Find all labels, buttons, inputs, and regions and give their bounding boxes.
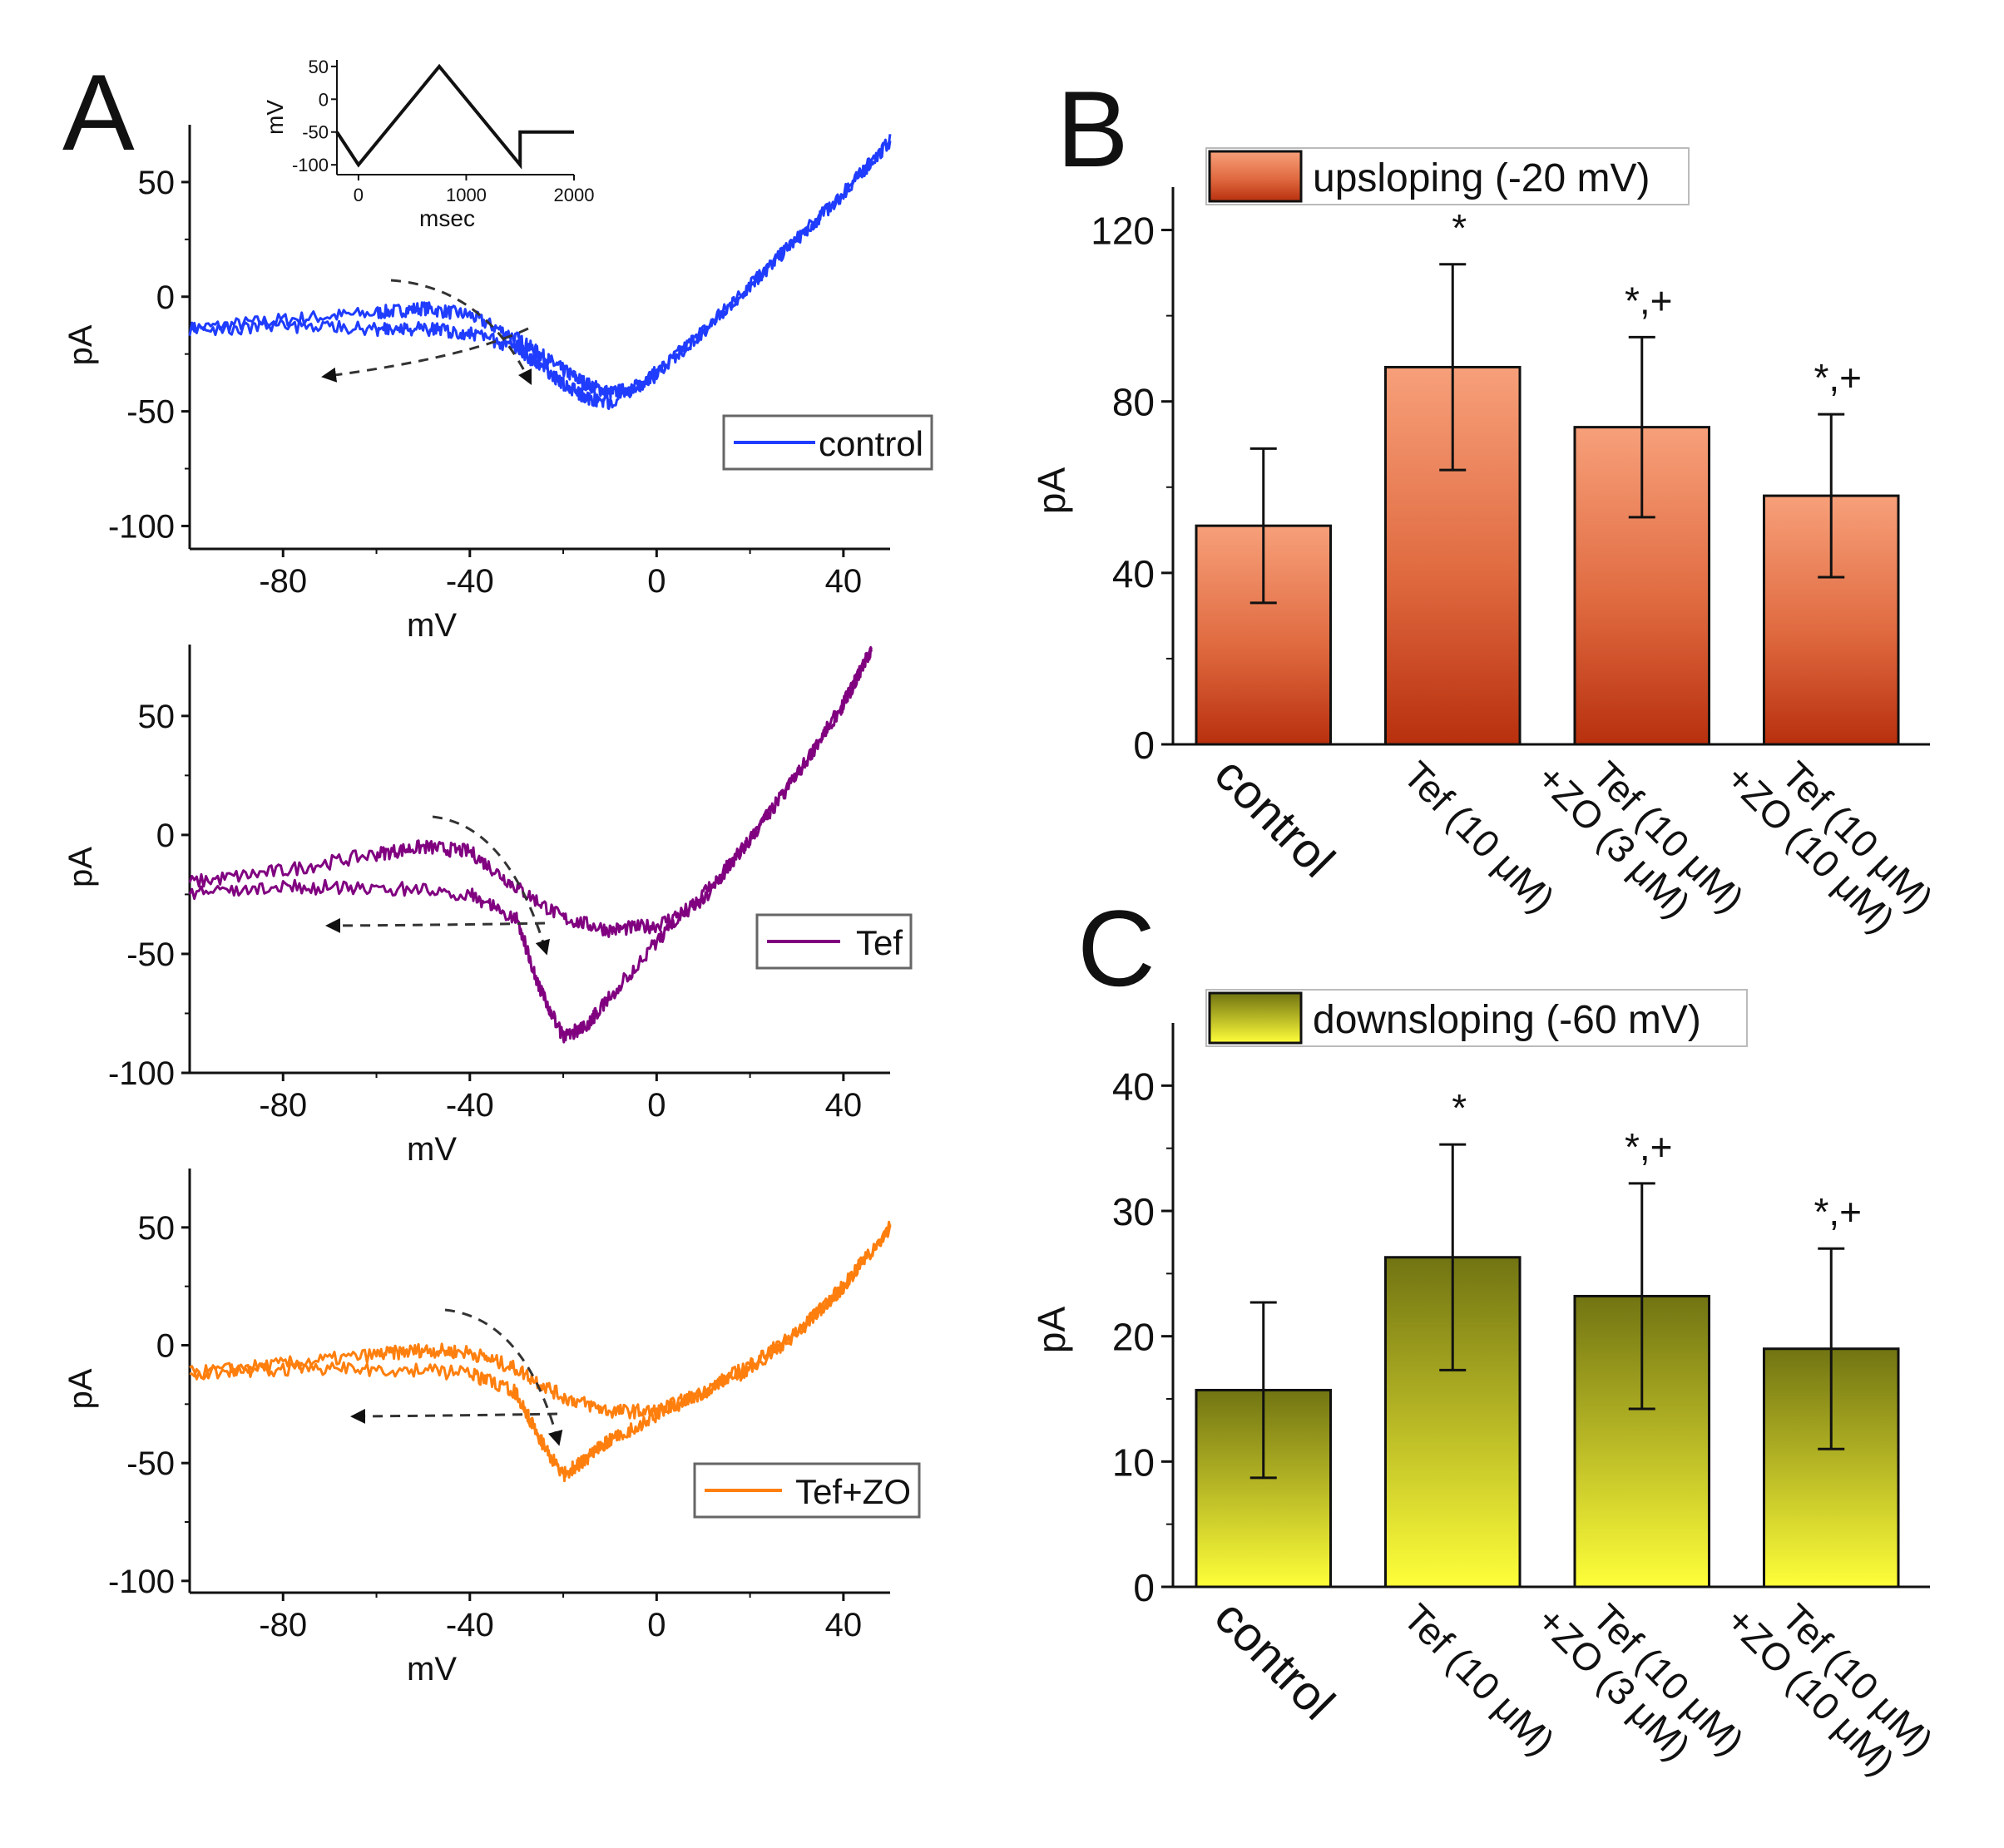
- inset-x-tick-label: 1000: [446, 185, 487, 205]
- y-tick-label: 120: [1091, 210, 1155, 253]
- legend-label: Tef: [856, 923, 903, 962]
- significance-marker: *: [1452, 206, 1467, 250]
- inset-y-axis-label: mV: [262, 100, 288, 135]
- iv-plot-control: 50 0 -50 -100 -80 -40 0 40 mV pA control: [62, 125, 933, 644]
- y-axis-label: pA: [62, 1368, 99, 1409]
- downsloping-trace: [188, 647, 873, 1044]
- x-tick-label: -80: [259, 563, 307, 600]
- y-tick-label: -50: [126, 936, 175, 973]
- panel-label-a: A: [62, 52, 135, 173]
- direction-arrows-a1: [321, 279, 532, 386]
- legend-swatch: [1208, 150, 1303, 203]
- inset-protocol-plot: 50 0 -50 -100 0 1000 2000 msec mV: [262, 57, 594, 231]
- y-tick-label: -100: [108, 1055, 175, 1092]
- upsloping-trace: [188, 138, 892, 400]
- x-tick-label: -80: [259, 1607, 307, 1643]
- category-label: control: [1205, 1589, 1345, 1730]
- significance-marker: *: [1452, 1086, 1467, 1129]
- y-tick-label: 0: [1133, 1566, 1155, 1609]
- y-tick-label: 30: [1112, 1190, 1155, 1233]
- significance-marker: *,+: [1813, 1190, 1862, 1233]
- upsloping-trace: [189, 1220, 892, 1420]
- y-tick-label: 0: [1133, 724, 1155, 767]
- y-tick-label: -100: [108, 1564, 175, 1600]
- x-axis-label: mV: [407, 607, 457, 644]
- category-label-line1: control: [1205, 1589, 1345, 1730]
- y-axis-label: pA: [1030, 467, 1073, 515]
- downsloping-trace: [189, 1224, 892, 1483]
- x-tick-label: -40: [446, 1607, 494, 1643]
- panel-label-b: B: [1056, 68, 1129, 190]
- x-tick-label: -80: [259, 1087, 307, 1124]
- legend-label: Tef+ZO: [795, 1472, 911, 1511]
- significance-marker: *,+: [1625, 279, 1673, 322]
- y-tick-label: 40: [1112, 1065, 1155, 1108]
- legend-label: downsloping (-60 mV): [1313, 998, 1701, 1042]
- y-tick-label: -50: [126, 1445, 175, 1482]
- x-tick-label: 0: [647, 1607, 666, 1643]
- inset-y-tick-label: -50: [302, 122, 329, 143]
- y-tick-label: 50: [138, 165, 176, 201]
- x-tick-label: -40: [446, 1087, 494, 1124]
- category-label: Tef (10 μM)+ZO (3 μM): [1529, 1569, 1753, 1792]
- significance-marker: *,+: [1625, 1125, 1673, 1169]
- category-label: Tef (10 μM)+ZO (3 μM): [1529, 726, 1753, 950]
- x-tick-label: 40: [825, 1607, 863, 1643]
- y-tick-label: 50: [138, 699, 176, 735]
- inset-y-tick-label: -100: [292, 155, 329, 175]
- legend-label: upsloping (-20 mV): [1313, 156, 1650, 200]
- category-label: Tef (10 μM)+ZO (10 μM): [1718, 726, 1942, 950]
- legend-swatch: [1208, 991, 1303, 1045]
- y-tick-label: -50: [126, 394, 175, 431]
- inset-y-tick-label: 0: [319, 89, 329, 110]
- inset-y-tick-label: 50: [309, 57, 329, 77]
- y-tick-label: 0: [156, 1328, 175, 1365]
- y-tick-label: 40: [1112, 552, 1155, 595]
- x-tick-label: 40: [825, 1087, 863, 1124]
- downsloping-trace: [189, 134, 892, 410]
- y-axis-label: pA: [62, 324, 99, 365]
- x-tick-label: 40: [825, 563, 863, 600]
- y-axis-label: pA: [1030, 1307, 1073, 1354]
- x-tick-label: 0: [647, 1087, 666, 1124]
- category-label: control: [1205, 747, 1345, 887]
- panel-label-c: C: [1077, 887, 1155, 1009]
- y-axis-label: pA: [62, 847, 99, 887]
- direction-arrows-a3: [350, 1308, 563, 1446]
- direction-arrows-a2: [325, 815, 550, 956]
- iv-plot-tef: 50 0 -50 -100 -80 -40 0 40 mV pA Tef: [62, 645, 913, 1168]
- y-tick-label: 10: [1112, 1440, 1155, 1484]
- category-label-line1: control: [1205, 747, 1345, 887]
- x-tick-label: 0: [647, 563, 666, 600]
- x-axis-label: mV: [407, 1651, 457, 1687]
- y-tick-label: 0: [156, 818, 175, 854]
- significance-marker: *,+: [1813, 356, 1862, 399]
- category-label: Tef (10 μM)+ZO (10 μM): [1718, 1569, 1942, 1792]
- y-tick-label: 50: [138, 1210, 176, 1247]
- y-tick-label: 80: [1112, 381, 1155, 424]
- iv-plot-tef-zo: 50 0 -50 -100 -80 -40 0 40 mV pA Tef+ZO: [62, 1169, 921, 1687]
- upsloping-trace: [188, 645, 873, 938]
- x-axis-label: mV: [407, 1131, 457, 1168]
- inset-x-tick-label: 0: [354, 185, 364, 205]
- inset-x-axis-label: msec: [419, 205, 475, 231]
- inset-x-tick-label: 2000: [554, 185, 595, 205]
- y-tick-label: -100: [108, 508, 175, 545]
- y-tick-label: 20: [1112, 1316, 1155, 1359]
- legend-label: control: [819, 424, 923, 463]
- y-tick-label: 0: [156, 279, 175, 316]
- x-tick-label: -40: [446, 563, 494, 600]
- inset-protocol-trace: [335, 63, 574, 170]
